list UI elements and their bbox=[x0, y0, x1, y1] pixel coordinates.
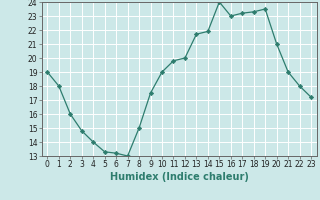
X-axis label: Humidex (Indice chaleur): Humidex (Indice chaleur) bbox=[110, 172, 249, 182]
